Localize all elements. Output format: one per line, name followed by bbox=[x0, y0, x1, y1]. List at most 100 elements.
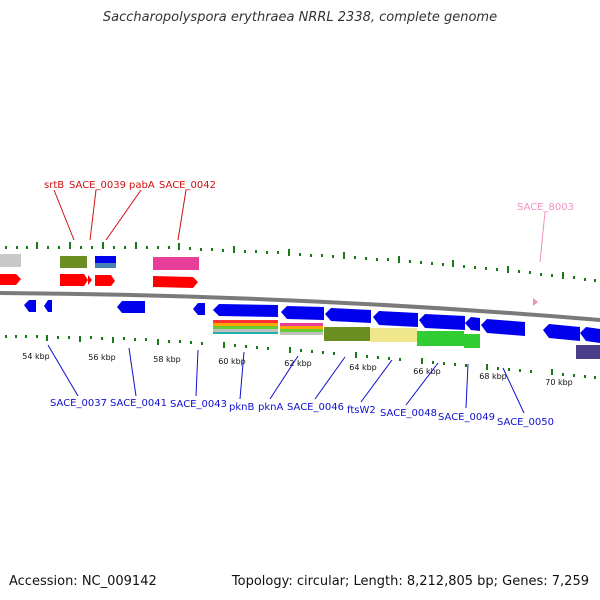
gene-label-pink[interactable]: SACE_8003 bbox=[517, 202, 574, 213]
gene-arrow-forward[interactable] bbox=[60, 274, 88, 286]
gene-arrow-forward[interactable] bbox=[153, 276, 198, 288]
tick-mark bbox=[200, 248, 202, 251]
gene-arrow-reverse[interactable] bbox=[465, 317, 480, 331]
tick-mark bbox=[551, 369, 553, 375]
tick-mark bbox=[46, 335, 48, 341]
leader-line bbox=[105, 189, 142, 241]
gene-arrow-reverse[interactable] bbox=[419, 314, 465, 330]
gene-block-gray[interactable] bbox=[0, 254, 21, 267]
tick-mark bbox=[277, 251, 279, 254]
gene-arrow-reverse[interactable] bbox=[44, 300, 52, 312]
map-title: Saccharopolyspora erythraea NRRL 2338, c… bbox=[102, 10, 498, 25]
gene-label[interactable]: srtB bbox=[44, 180, 64, 191]
tick-mark bbox=[201, 342, 203, 345]
tick-mark bbox=[190, 341, 192, 344]
leader-line bbox=[239, 351, 245, 400]
gene-label[interactable]: pknA bbox=[258, 402, 283, 413]
feature-track bbox=[213, 320, 600, 359]
gene-block-magenta[interactable] bbox=[153, 257, 199, 270]
feature-block-green[interactable] bbox=[417, 331, 464, 346]
tick-mark bbox=[36, 335, 38, 338]
gene-label[interactable]: SACE_0050 bbox=[497, 417, 554, 428]
tick-mark bbox=[343, 252, 345, 259]
gene-arrow-reverse[interactable] bbox=[481, 319, 525, 336]
feature-stripe bbox=[280, 329, 323, 332]
tick-mark bbox=[377, 356, 379, 359]
tick-mark bbox=[168, 340, 170, 343]
gene-label[interactable]: pknB bbox=[229, 402, 254, 413]
tick-mark bbox=[299, 253, 301, 256]
tick-mark bbox=[409, 260, 411, 263]
gene-block-blue[interactable] bbox=[95, 256, 116, 263]
feature-block-slate[interactable] bbox=[576, 345, 600, 359]
feature-stripe bbox=[280, 326, 323, 329]
gene-arrow-reverse[interactable] bbox=[117, 301, 145, 313]
gene-label[interactable]: pabA bbox=[129, 180, 155, 191]
tick-mark bbox=[178, 243, 180, 250]
tick-mark bbox=[289, 347, 291, 353]
tick-mark bbox=[562, 272, 564, 279]
tick-mark bbox=[463, 265, 465, 268]
tick-mark bbox=[454, 363, 456, 366]
gene-arrow-reverse[interactable] bbox=[373, 311, 418, 327]
tick-mark bbox=[442, 263, 444, 266]
gene-arrow-reverse[interactable] bbox=[580, 327, 600, 343]
leader-line bbox=[269, 355, 299, 400]
inner-tick-row bbox=[5, 335, 596, 379]
gene-label[interactable]: SACE_0042 bbox=[159, 180, 216, 191]
tick-mark bbox=[365, 257, 367, 260]
scale-label: 58 kbp bbox=[153, 355, 181, 364]
tick-mark bbox=[189, 247, 191, 250]
gene-arrow-forward[interactable] bbox=[0, 274, 21, 285]
leader-line bbox=[53, 189, 75, 241]
gene-label[interactable]: SACE_0037 bbox=[50, 398, 107, 409]
tick-mark bbox=[102, 242, 104, 249]
tick-mark bbox=[399, 358, 401, 361]
bottom-leader-lines bbox=[47, 344, 525, 414]
gene-label[interactable]: SACE_0048 bbox=[380, 408, 437, 419]
tick-mark bbox=[101, 337, 103, 340]
tick-mark bbox=[16, 246, 18, 249]
gene-block-steel[interactable] bbox=[95, 263, 116, 268]
feature-block-khaki[interactable] bbox=[370, 328, 417, 342]
top-labels: srtB SACE_0039 pabA SACE_0042 bbox=[44, 180, 216, 191]
leader-line bbox=[89, 189, 97, 241]
gene-arrow-reverse[interactable] bbox=[193, 303, 205, 315]
feature-block-olive[interactable] bbox=[324, 327, 370, 341]
gene-arrow-reverse[interactable] bbox=[281, 306, 324, 320]
gene-label[interactable]: SACE_0041 bbox=[110, 398, 167, 409]
gene-label[interactable]: SACE_0046 bbox=[287, 402, 344, 413]
gene-arrow-forward[interactable] bbox=[88, 275, 92, 285]
gene-arrow-forward[interactable] bbox=[95, 275, 115, 286]
feature-stripe bbox=[213, 326, 278, 329]
tick-mark bbox=[145, 338, 147, 341]
tick-mark bbox=[245, 345, 247, 348]
gene-label[interactable]: SACE_0049 bbox=[438, 412, 495, 423]
leader-line bbox=[47, 344, 79, 397]
gene-label[interactable]: SACE_0043 bbox=[170, 399, 227, 410]
gene-arrow-reverse[interactable] bbox=[325, 308, 371, 323]
gene-arrow-reverse[interactable] bbox=[213, 304, 278, 317]
scale-label: 68 kbp bbox=[479, 372, 507, 381]
gene-label[interactable]: ftsW2 bbox=[347, 405, 376, 416]
tick-mark bbox=[311, 350, 313, 353]
feature-stripe bbox=[213, 329, 278, 332]
tick-mark bbox=[322, 351, 324, 354]
tick-mark bbox=[485, 267, 487, 270]
leader-line bbox=[465, 363, 469, 409]
feature-block-green[interactable] bbox=[464, 334, 480, 348]
tick-mark bbox=[310, 254, 312, 257]
gene-arrow-reverse[interactable] bbox=[24, 300, 36, 312]
tick-mark bbox=[58, 246, 60, 249]
tick-mark bbox=[321, 254, 323, 257]
tick-mark bbox=[443, 362, 445, 365]
tick-mark bbox=[300, 349, 302, 352]
tick-mark bbox=[519, 369, 521, 372]
gene-arrow-pink[interactable] bbox=[533, 298, 538, 306]
tick-mark bbox=[5, 246, 7, 249]
gene-block-olive[interactable] bbox=[60, 256, 87, 268]
tick-mark bbox=[486, 364, 488, 370]
feature-stripe bbox=[280, 332, 323, 335]
gene-label[interactable]: SACE_0039 bbox=[69, 180, 126, 191]
gene-arrow-reverse[interactable] bbox=[543, 324, 580, 341]
